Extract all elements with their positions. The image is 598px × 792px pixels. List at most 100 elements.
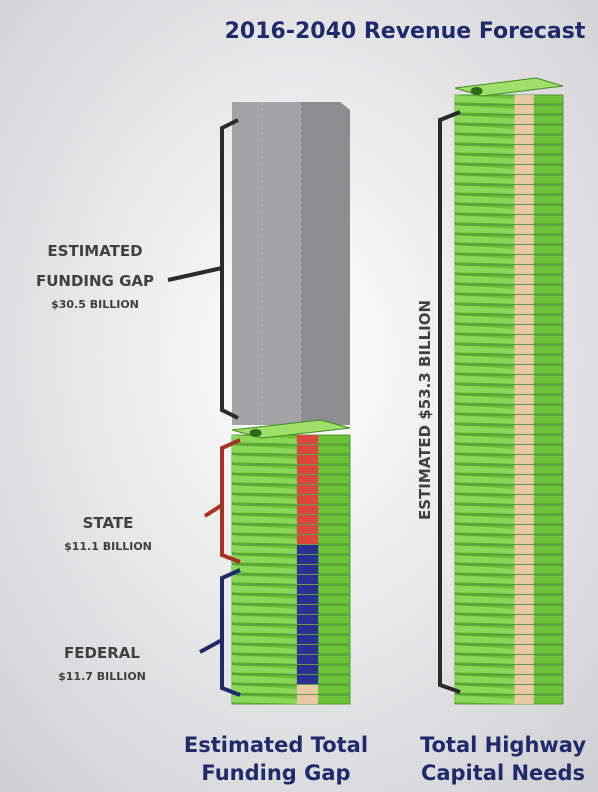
band [514, 435, 534, 444]
band [514, 115, 534, 124]
slab [232, 455, 297, 464]
band [514, 315, 534, 324]
slab [455, 265, 515, 274]
slab [455, 245, 515, 254]
band [514, 525, 534, 534]
slab [455, 435, 515, 444]
slab [455, 495, 515, 504]
band [514, 505, 534, 514]
band [514, 535, 534, 544]
gap-amount: $30.5 BILLION [51, 298, 139, 311]
band [296, 615, 319, 624]
band [514, 515, 534, 524]
band [514, 305, 534, 314]
band [514, 145, 534, 154]
left-caption: Estimated Total [184, 733, 368, 757]
slab [455, 395, 515, 404]
band [514, 615, 534, 624]
slab [455, 595, 515, 604]
slab [455, 485, 515, 494]
slab [455, 625, 515, 634]
slab [455, 305, 515, 314]
band [514, 605, 534, 614]
slab [455, 365, 515, 374]
stack-top [249, 429, 262, 437]
band [296, 525, 319, 534]
slab [455, 345, 515, 354]
band [514, 355, 534, 364]
band [514, 285, 534, 294]
band [296, 505, 319, 514]
band [514, 405, 534, 414]
slab [455, 445, 515, 454]
slab [455, 155, 515, 164]
band [296, 635, 319, 644]
slab [232, 675, 297, 684]
band [514, 395, 534, 404]
band [296, 535, 319, 544]
band [514, 205, 534, 214]
slab [455, 515, 515, 524]
stack-top [470, 87, 483, 95]
slab [232, 665, 297, 674]
gap-label: FUNDING GAP [36, 272, 154, 290]
band [514, 645, 534, 654]
slab [455, 425, 515, 434]
band [296, 495, 319, 504]
band [514, 325, 534, 334]
band [296, 555, 319, 564]
band [514, 245, 534, 254]
band [514, 155, 534, 164]
slab [455, 385, 515, 394]
band [514, 375, 534, 384]
right-caption: Total Highway [420, 733, 586, 757]
slab [455, 455, 515, 464]
slab [232, 495, 297, 504]
slab [232, 565, 297, 574]
left-caption: Funding Gap [201, 761, 350, 785]
slab [455, 165, 515, 174]
band [514, 685, 534, 694]
band [514, 415, 534, 424]
slab [455, 585, 515, 594]
slab [455, 185, 515, 194]
slab [455, 175, 515, 184]
slab [232, 575, 297, 584]
right-caption: Capital Needs [421, 761, 585, 785]
slab [232, 535, 297, 544]
band [514, 555, 534, 564]
band [514, 95, 534, 104]
band [514, 465, 534, 474]
state-label: STATE [83, 514, 134, 532]
slab [232, 475, 297, 484]
slab [455, 235, 515, 244]
band [514, 655, 534, 664]
title: 2016-2040 Revenue Forecast [225, 19, 586, 44]
slab [455, 315, 515, 324]
band [514, 255, 534, 264]
slab [455, 275, 515, 284]
band [296, 585, 319, 594]
slab [232, 635, 297, 644]
band [514, 125, 534, 134]
band [514, 455, 534, 464]
slab [455, 525, 515, 534]
slab [232, 695, 297, 704]
slab [455, 635, 515, 644]
band [514, 215, 534, 224]
slab [232, 465, 297, 474]
slab [232, 435, 297, 444]
slab [232, 625, 297, 634]
band [296, 435, 319, 444]
band [296, 685, 319, 694]
band [514, 335, 534, 344]
state-connector [203, 503, 224, 518]
federal-bracket [220, 568, 241, 697]
band [514, 425, 534, 434]
band [296, 675, 319, 684]
slab [455, 225, 515, 234]
slab [455, 145, 515, 154]
slab [455, 605, 515, 614]
band [514, 105, 534, 114]
band [514, 345, 534, 354]
